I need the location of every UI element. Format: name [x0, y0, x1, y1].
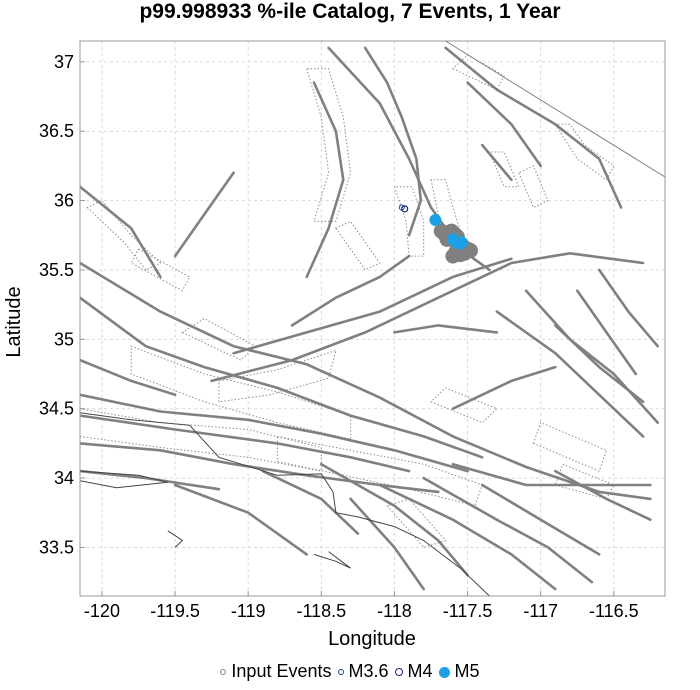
fault-trace	[173, 171, 235, 258]
fault-trace	[451, 462, 652, 487]
y-tick-label: 36.5	[39, 121, 74, 141]
legend-label: M3.6	[348, 661, 389, 681]
y-tick-label: 33.5	[39, 537, 74, 557]
x-tick-label: -118	[377, 601, 412, 621]
fault-trace-layer	[80, 41, 665, 591]
y-axis-title: Latitude	[3, 286, 25, 357]
legend-label: M4	[407, 661, 433, 681]
fault-trace	[597, 268, 659, 348]
plot-background	[80, 41, 665, 596]
legend-item: M5	[438, 660, 480, 682]
input-event-point	[445, 248, 461, 264]
y-tick-label: 37	[54, 52, 74, 72]
m4-event-point	[401, 205, 409, 213]
fault-trace	[80, 442, 440, 494]
legend-marker-icon	[337, 669, 344, 676]
fault-trace	[480, 143, 513, 182]
fault-trace	[378, 483, 557, 591]
x-axis-title: Longitude	[328, 628, 416, 650]
y-tick-label: 35	[54, 329, 74, 349]
y-tick-label: 34	[54, 468, 74, 488]
legend-item: M4	[394, 660, 433, 682]
legend-item: M3.6	[337, 660, 389, 682]
fault-trace	[554, 324, 645, 404]
fault-trace	[466, 81, 542, 168]
fault-surface	[518, 165, 549, 209]
fault-trace	[290, 254, 411, 327]
x-tick-label: -117	[523, 601, 558, 621]
fault-trace	[320, 462, 469, 577]
fault-surface	[130, 248, 191, 292]
fault-trace	[261, 469, 360, 535]
fault-trace	[80, 185, 162, 279]
legend-marker-icon	[394, 668, 403, 677]
fault-surface	[532, 421, 608, 472]
fault-surface	[554, 463, 615, 500]
x-tick-label: -116.5	[589, 601, 639, 621]
fault-trace	[554, 469, 652, 521]
coastline	[80, 470, 168, 489]
fault-surface	[218, 349, 337, 403]
fault-trace	[444, 46, 623, 209]
boundary-line	[445, 41, 665, 178]
fault-trace	[576, 289, 638, 376]
x-tick-label: -117.5	[443, 601, 493, 621]
legend-label: M5	[454, 661, 480, 681]
fault-trace	[80, 393, 469, 473]
coastline	[167, 530, 184, 548]
m5-event-point	[455, 236, 468, 249]
fault-surface	[488, 151, 520, 188]
legend: Input Events M3.6 M4 M5	[0, 660, 700, 682]
x-axis-ticks: -120 -119.5 -119 -118.5 -118 -117.5 -117 -116.5	[84, 591, 639, 621]
gridlines	[80, 41, 665, 596]
fault-surface	[335, 220, 381, 271]
x-tick-label: -119	[231, 601, 266, 621]
fault-trace	[305, 81, 345, 279]
fault-surface	[276, 435, 483, 507]
chart-title: p99.998933 %-ile Catalog, 7 Events, 1 Ye…	[139, 0, 561, 23]
fault-surface	[430, 179, 461, 236]
x-tick-label: -119.5	[150, 601, 200, 621]
event-layer	[398, 204, 478, 264]
fault-trace	[232, 257, 513, 355]
fault-surface	[430, 387, 498, 424]
fault-trace	[524, 289, 659, 424]
fault-surface	[452, 54, 505, 91]
legend-marker-icon	[438, 666, 450, 678]
fault-trace	[480, 483, 601, 556]
legend-item: Input Events	[220, 660, 332, 682]
fault-trace	[349, 497, 425, 591]
fault-surface	[306, 68, 352, 222]
y-tick-label: 35.5	[39, 260, 74, 280]
fault-trace	[495, 310, 645, 438]
y-tick-label: 36	[54, 191, 74, 211]
fault-surface	[386, 498, 447, 548]
input-event-point	[462, 243, 478, 259]
x-tick-label: -120	[84, 601, 120, 621]
fault-trace	[393, 324, 499, 334]
fault-surface-layer	[80, 54, 615, 548]
y-tick-label: 34.5	[39, 399, 74, 419]
fault-surface	[86, 199, 162, 271]
coastline	[80, 412, 490, 596]
coastline	[313, 551, 351, 569]
fault-trace	[80, 469, 221, 491]
fault-trace	[80, 296, 484, 459]
fault-trace	[210, 252, 645, 383]
fault-trace	[80, 358, 177, 397]
fault-trace	[451, 365, 557, 410]
y-axis-ticks: 33.5 34 34.5 35 35.5 36 36.5 37	[39, 52, 85, 557]
legend-marker-icon	[220, 669, 227, 676]
coastline-layer	[80, 412, 490, 596]
x-tick-label: -118.5	[296, 601, 346, 621]
fault-trace	[422, 476, 594, 584]
plot-frame	[79, 40, 666, 597]
fault-trace	[363, 46, 423, 237]
fault-trace	[80, 261, 652, 501]
fault-trace	[173, 483, 308, 556]
fault-trace	[80, 414, 411, 473]
legend-label: Input Events	[231, 661, 332, 681]
m5-event-point	[429, 213, 442, 226]
